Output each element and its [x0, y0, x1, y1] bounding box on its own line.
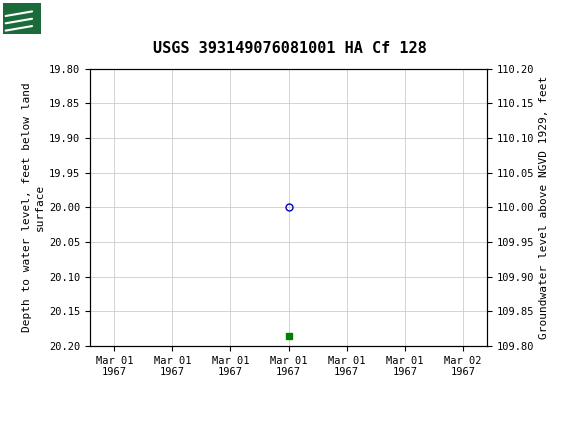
Bar — [3, 3, 72, 34]
Y-axis label: Depth to water level, feet below land
surface: Depth to water level, feet below land su… — [21, 83, 45, 332]
Text: USGS: USGS — [44, 8, 112, 28]
Bar — [3, 3, 41, 34]
Y-axis label: Groundwater level above NGVD 1929, feet: Groundwater level above NGVD 1929, feet — [539, 76, 549, 339]
Text: USGS 393149076081001 HA Cf 128: USGS 393149076081001 HA Cf 128 — [153, 41, 427, 56]
